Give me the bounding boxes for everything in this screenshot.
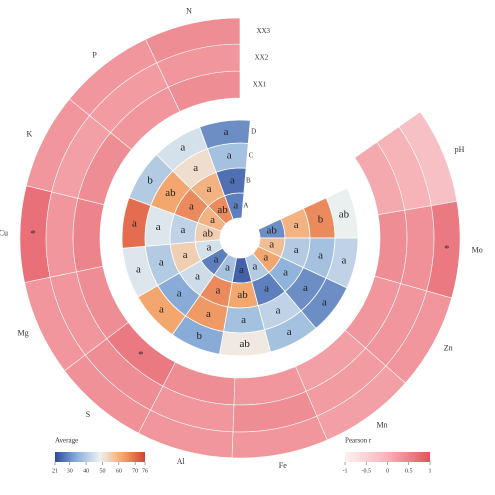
cell-label: a — [225, 262, 230, 274]
cell-label: a — [177, 287, 182, 299]
variable-label: Mo — [472, 245, 483, 254]
cell-label: a — [276, 305, 281, 317]
ring-label: XX3 — [256, 27, 270, 35]
colorbar-tick-label: 30 — [67, 468, 73, 474]
cell-label: a — [207, 183, 212, 195]
ring-label: B — [246, 176, 251, 184]
cell-label: a — [210, 214, 215, 226]
ring-label: C — [249, 152, 254, 160]
colorbar — [55, 452, 145, 462]
variable-label: P — [92, 50, 97, 59]
colorbar-title: Average — [55, 437, 78, 445]
colorbar-tick-label: 60 — [116, 468, 122, 474]
colorbar-tick-label: 21 — [52, 468, 58, 474]
cell-label: a — [159, 256, 164, 268]
cell-label: a — [264, 283, 269, 295]
cell-label: ab — [237, 289, 248, 301]
variable-label: Fe — [279, 461, 287, 470]
significance-mark: * — [444, 243, 450, 255]
cell-label: a — [253, 260, 258, 272]
cell-label: a — [189, 201, 194, 213]
cell-label: a — [206, 308, 211, 320]
cell-label: a — [180, 142, 185, 154]
colorbar-title: Pearson r — [345, 437, 372, 445]
colorbar-tick-label: -0.5 — [362, 468, 372, 474]
cell-label: a — [156, 221, 161, 233]
cell-label: a — [207, 241, 212, 253]
variable-label: N — [186, 7, 192, 16]
cell-label: a — [303, 282, 308, 294]
cell-label: a — [224, 126, 229, 138]
cell-label: a — [322, 296, 327, 308]
cell-label: a — [233, 199, 238, 211]
cell-label: ab — [239, 338, 250, 350]
variable-label: Mn — [377, 420, 388, 429]
colorbar-tick-label: 70 — [132, 468, 138, 474]
cell-label: a — [193, 162, 198, 174]
variable-label: Cu — [0, 229, 8, 238]
colorbar-tick-label: -1 — [343, 468, 348, 474]
cell-label: ab — [267, 224, 278, 236]
outer-cell — [145, 17, 241, 64]
outer-cell — [374, 209, 408, 284]
inner-cell — [199, 119, 251, 150]
ring-label: XX1 — [253, 80, 267, 88]
colorbar-tick-label: 40 — [83, 468, 89, 474]
cell-label: a — [283, 267, 288, 279]
variable-label: Al — [177, 457, 186, 466]
ring-label: A — [243, 201, 248, 209]
colorbar-tick-label: 0.5 — [405, 468, 413, 474]
cell-label: ab — [217, 204, 228, 216]
cell-label: a — [227, 150, 232, 162]
colorbar-tick-label: 1 — [429, 468, 432, 474]
ring-label: D — [251, 128, 256, 136]
colorbar-tick-label: 0 — [386, 468, 389, 474]
variable-label: Mg — [18, 329, 29, 338]
colorbar-tick-label: 76 — [142, 468, 148, 474]
colorbar-tick-label: 50 — [99, 468, 105, 474]
cell-label: a — [241, 314, 246, 326]
significance-mark: * — [138, 349, 144, 361]
cell-label: a — [318, 249, 323, 261]
cell-label: a — [195, 270, 200, 282]
cell-label: a — [230, 175, 235, 187]
cell-label: a — [183, 249, 188, 261]
colorbar — [345, 452, 430, 462]
cell-label: a — [214, 253, 219, 265]
cell-label: ab — [203, 227, 214, 239]
cell-label: a — [136, 264, 141, 276]
variable-label: S — [86, 410, 90, 419]
cell-label: b — [318, 214, 324, 226]
cell-label: a — [239, 264, 244, 276]
cell-label: a — [287, 326, 292, 338]
cell-label: a — [269, 239, 274, 251]
cell-label: a — [216, 285, 221, 297]
cell-label: a — [342, 255, 347, 267]
cell-label: b — [196, 330, 202, 342]
significance-mark: * — [30, 228, 36, 240]
cell-label: a — [159, 303, 164, 315]
ring-label: XX2 — [255, 54, 269, 62]
cell-label: a — [263, 251, 268, 263]
outer-cell — [72, 197, 105, 273]
cell-label: a — [132, 218, 137, 230]
variable-label: Zn — [444, 344, 453, 353]
cell-label: b — [147, 174, 153, 186]
cell-label: a — [294, 219, 299, 231]
variable-label: K — [27, 129, 33, 138]
cell-label: ab — [339, 208, 350, 220]
cell-label: a — [294, 244, 299, 256]
outer-cell — [45, 191, 79, 278]
variable-label: pH — [455, 145, 465, 154]
cell-label: a — [181, 224, 186, 236]
cell-label: ab — [165, 187, 176, 199]
